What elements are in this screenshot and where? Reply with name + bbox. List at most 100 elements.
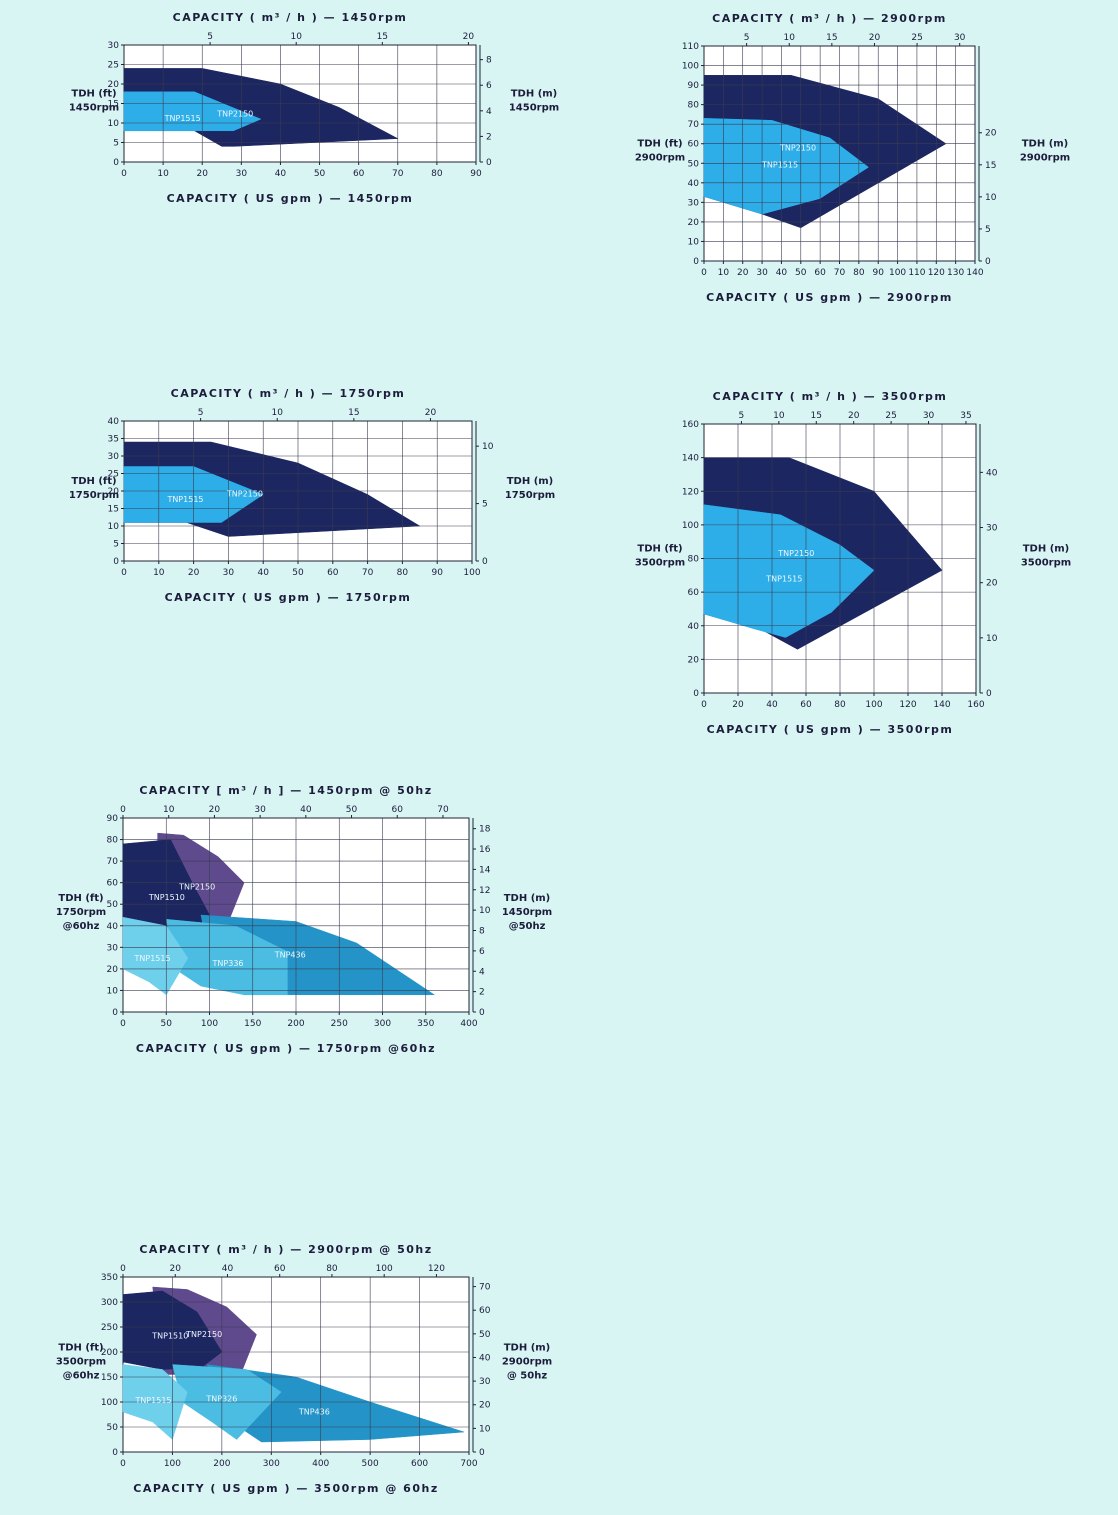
x-tick-label: 30 <box>756 268 768 278</box>
top-tick-label: 20 <box>463 32 475 42</box>
y-tick-label: 0 <box>693 257 699 267</box>
y-tick-label: 90 <box>688 81 700 91</box>
y-tick-label: 0 <box>112 1008 118 1018</box>
top-tick-label: 40 <box>222 1264 234 1274</box>
x-tick-label: 400 <box>312 1459 329 1469</box>
y-tick-label: 20 <box>107 965 119 975</box>
y-tick-label: 60 <box>688 140 700 150</box>
right-tick-label: 10 <box>985 193 997 203</box>
y-tick-label: 20 <box>108 80 120 90</box>
x-tick-label: 90 <box>470 169 482 179</box>
y-tick-label: 10 <box>688 237 700 247</box>
x-tick-label: 100 <box>164 1459 181 1469</box>
y-tick-label: 140 <box>682 454 699 464</box>
y-tick-label: 60 <box>688 588 700 598</box>
y-tick-label: 0 <box>113 557 119 567</box>
top-tick-label: 20 <box>170 1264 182 1274</box>
top-tick-label: 80 <box>326 1264 338 1274</box>
y-tick-label: 50 <box>688 159 700 169</box>
y-tick-label: 10 <box>108 522 120 532</box>
left-axis-title: TDH (ft) <box>71 476 116 487</box>
top-tick-label: 30 <box>954 33 966 43</box>
y-tick-label: 300 <box>101 1298 118 1308</box>
top-tick-label: 20 <box>848 411 860 421</box>
top-tick-label: 5 <box>198 408 204 418</box>
right-tick-label: 60 <box>479 1306 491 1316</box>
x-tick-label: 350 <box>417 1019 434 1029</box>
top-tick-label: 40 <box>300 805 312 815</box>
top-tick-label: 30 <box>923 411 935 421</box>
top-tick-label: 10 <box>163 805 175 815</box>
x-tick-label: 100 <box>889 268 906 278</box>
right-axis-title: TDH (m) <box>1022 139 1069 150</box>
region-label: TNP2150 <box>226 490 263 499</box>
y-tick-label: 30 <box>108 41 120 51</box>
y-tick-label: 90 <box>107 814 119 824</box>
region-label: TNP1515 <box>164 114 201 123</box>
x-axis-title: CAPACITY ( US gpm ) — 2900rpm <box>706 291 953 304</box>
region-label: TNP326 <box>205 1394 237 1403</box>
x-tick-label: 40 <box>776 268 788 278</box>
region-label: TNP1515 <box>765 574 802 583</box>
right-tick-label: 10 <box>986 634 998 644</box>
y-tick-label: 0 <box>113 158 119 168</box>
y-tick-label: 350 <box>101 1273 118 1283</box>
left-axis-title: 2900rpm <box>635 153 685 164</box>
y-tick-label: 200 <box>101 1348 118 1358</box>
y-tick-label: 25 <box>108 470 119 480</box>
x-tick-label: 140 <box>933 700 950 710</box>
right-tick-label: 40 <box>986 468 998 478</box>
x-tick-label: 20 <box>188 568 200 578</box>
x-tick-label: 20 <box>196 169 208 179</box>
right-tick-label: 6 <box>486 81 492 91</box>
top-tick-label: 15 <box>348 408 359 418</box>
x-tick-label: 80 <box>397 568 409 578</box>
x-tick-label: 10 <box>153 568 165 578</box>
y-tick-label: 160 <box>682 420 699 430</box>
right-tick-label: 10 <box>482 442 494 452</box>
top-axis-title: CAPACITY [ m³ / h ] — 1450rpm @ 50hz <box>139 784 432 797</box>
x-tick-label: 200 <box>213 1459 230 1469</box>
y-tick-label: 50 <box>107 900 119 910</box>
right-tick-label: 18 <box>479 825 491 835</box>
right-axis-title: 1450rpm <box>509 103 559 114</box>
right-axis-title: @50hz <box>509 921 546 932</box>
y-tick-label: 20 <box>688 655 700 665</box>
x-tick-label: 160 <box>967 700 984 710</box>
x-tick-label: 200 <box>287 1019 304 1029</box>
x-tick-label: 300 <box>374 1019 391 1029</box>
left-axis-title: @60hz <box>63 921 100 932</box>
right-axis-title: 2900rpm <box>502 1357 552 1368</box>
x-tick-label: 110 <box>908 268 925 278</box>
top-tick-label: 10 <box>271 408 283 418</box>
y-tick-label: 120 <box>682 487 699 497</box>
y-tick-label: 15 <box>108 100 119 110</box>
x-tick-label: 250 <box>331 1019 348 1029</box>
top-tick-label: 5 <box>739 411 745 421</box>
x-tick-label: 40 <box>766 700 778 710</box>
region-label: TNP436 <box>274 951 306 960</box>
y-tick-label: 10 <box>108 119 120 129</box>
top-tick-label: 5 <box>744 33 750 43</box>
region-label: TNP1510 <box>148 893 185 902</box>
x-tick-label: 80 <box>834 700 846 710</box>
region-label: TNP436 <box>298 1407 330 1416</box>
right-tick-label: 5 <box>985 225 991 235</box>
top-tick-label: 10 <box>290 32 302 42</box>
top-tick-label: 10 <box>773 411 785 421</box>
region-label: TNP2150 <box>185 1330 222 1339</box>
region-label: TNP1515 <box>166 495 203 504</box>
right-tick-label: 30 <box>986 524 998 534</box>
right-tick-label: 0 <box>479 1008 485 1018</box>
x-tick-label: 90 <box>872 268 884 278</box>
x-tick-label: 70 <box>834 268 846 278</box>
right-tick-label: 0 <box>486 158 492 168</box>
right-axis-title: TDH (m) <box>504 1343 551 1354</box>
x-tick-label: 0 <box>120 1019 126 1029</box>
y-tick-label: 15 <box>108 505 119 515</box>
y-tick-label: 80 <box>107 836 119 846</box>
region-label: TNP1510 <box>151 1331 188 1340</box>
